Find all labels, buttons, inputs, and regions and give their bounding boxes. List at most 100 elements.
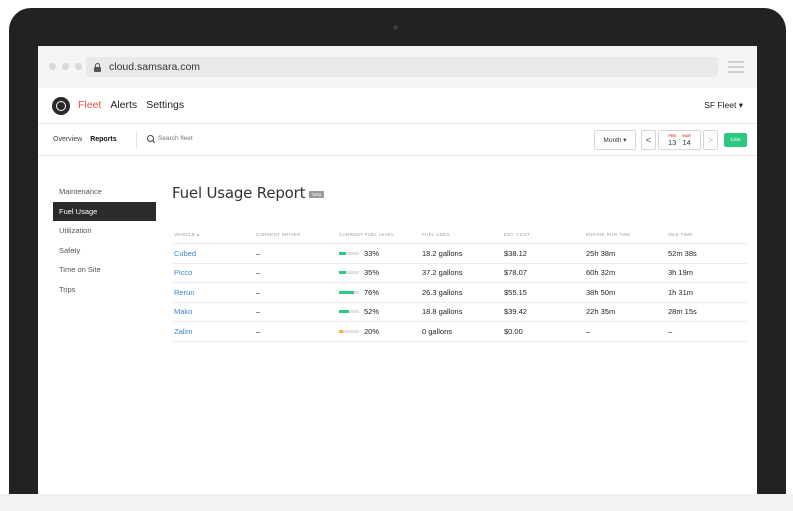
vehicle-link[interactable]: Picco	[174, 268, 193, 278]
fuel-level-text: 35%	[364, 268, 380, 278]
driver-cell: –	[256, 268, 261, 278]
sidebar-item-fuel-usage[interactable]: Fuel Usage	[53, 201, 156, 221]
nav-alerts[interactable]: Alerts	[110, 99, 138, 111]
date-range-picker[interactable]: FEB 13 - MAR 14	[658, 130, 701, 150]
browser-toolbar: cloud.samsara.com	[38, 46, 757, 88]
fuel-used-cell: 37.2 gallons	[422, 268, 463, 278]
search-box	[147, 135, 248, 142]
fuel-level-bar	[339, 310, 359, 314]
fuel-level-fill	[339, 251, 346, 255]
fuel-level-cell: 35%	[339, 264, 379, 283]
column-header-driver[interactable]: CURRENT DRIVER	[256, 232, 301, 237]
run-time-cell: –	[586, 326, 591, 336]
fuel-level-cell: 20%	[339, 322, 379, 341]
column-header-run-time[interactable]: ENGINE RUN TIME	[586, 232, 631, 237]
maximize-window-button[interactable]	[75, 63, 82, 70]
nav-settings[interactable]: Settings	[146, 99, 185, 111]
page-title: Fuel Usage Report	[172, 184, 306, 202]
table-row[interactable]: Mako – 52% 18.8 gallons $39.42 22h 35m 28m 15s	[172, 303, 748, 322]
idle-time-cell: 3h 19m	[668, 268, 694, 278]
table-row[interactable]: Rerun – 76% 26.3 gallons $55.15 38h 50m 1h 31m	[172, 283, 748, 303]
tab-reports[interactable]: Reports	[90, 136, 117, 143]
sidebar-item-safety[interactable]: Safety	[59, 245, 81, 255]
search-input[interactable]	[158, 135, 248, 142]
cost-cell: $55.15	[504, 287, 527, 297]
table-row[interactable]: Picco – 35% 37.2 gallons $78.07 60h 32m 3h 19m	[172, 264, 748, 283]
fuel-level-cell: 76%	[339, 283, 379, 302]
fuel-level-bar	[339, 329, 359, 333]
main-nav: Fleet Alerts Settings	[78, 99, 184, 111]
fuel-level-fill	[339, 329, 343, 333]
run-time-cell: 22h 35m	[586, 307, 616, 317]
cost-cell: $38.12	[504, 248, 527, 258]
column-header-idle-time[interactable]: IDLE TIME	[668, 232, 693, 237]
search-icon	[147, 135, 154, 142]
fuel-level-fill	[339, 310, 350, 314]
run-time-cell: 60h 32m	[586, 268, 616, 278]
column-header-fuel-level[interactable]: CURRENT FUEL LEVEL	[339, 232, 395, 237]
fuel-level-text: 20%	[364, 326, 380, 336]
fuel-level-cell: 52%	[339, 303, 379, 322]
live-button[interactable]: Live	[724, 133, 747, 147]
end-month: MAR	[682, 133, 691, 138]
fuel-level-fill	[339, 290, 355, 294]
fleet-selector[interactable]: SF Fleet ▾	[704, 100, 743, 110]
fuel-level-bar	[339, 251, 359, 255]
fuel-usage-table: VEHICLE ▴ CURRENT DRIVER CURRENT FUEL LE…	[172, 226, 748, 342]
fuel-level-bar	[339, 271, 359, 275]
fuel-level-text: 33%	[364, 248, 380, 258]
fuel-level-bar	[339, 290, 359, 294]
table-header-row: VEHICLE ▴ CURRENT DRIVER CURRENT FUEL LE…	[172, 226, 748, 244]
fuel-level-text: 52%	[364, 307, 380, 317]
minimize-window-button[interactable]	[62, 63, 69, 70]
close-window-button[interactable]	[49, 63, 56, 70]
sidebar-item-trips[interactable]: Trips	[59, 284, 76, 294]
report-header: Fuel Usage Report beta	[172, 184, 325, 202]
fuel-level-cell: 33%	[339, 244, 379, 263]
period-dropdown[interactable]: Month ▾	[594, 130, 636, 150]
address-bar[interactable]: cloud.samsara.com	[86, 57, 718, 77]
idle-time-cell: 52m 38s	[668, 248, 697, 258]
vehicle-link[interactable]: Mako	[174, 307, 193, 317]
fuel-used-cell: 0 gallons	[422, 326, 453, 336]
samsara-logo-icon[interactable]	[52, 97, 70, 115]
fuel-used-cell: 26.3 gallons	[422, 287, 463, 297]
cost-cell: $0.00	[504, 326, 523, 336]
window-controls	[49, 63, 82, 70]
column-header-fuel-used[interactable]: FUEL USED	[422, 232, 450, 237]
driver-cell: –	[256, 287, 261, 297]
browser-window: cloud.samsara.com Fleet Alerts Settings …	[38, 46, 757, 494]
table-row[interactable]: Cubed – 33% 18.2 gallons $38.12 25h 38m 52m 38…	[172, 244, 748, 264]
driver-cell: –	[256, 307, 261, 317]
driver-cell: –	[256, 248, 261, 258]
divider	[136, 132, 137, 148]
report-sidebar: Maintenance Fuel Usage Utilization Safet…	[53, 182, 156, 299]
table-row[interactable]: Zalim – 20% 0 gallons $0.00 – –	[172, 322, 748, 342]
sub-nav: Overview Reports Month ▾ < FEB 13 - MAR …	[38, 124, 757, 156]
start-month: FEB	[668, 133, 676, 138]
vehicle-link[interactable]: Cubed	[174, 248, 197, 258]
run-time-cell: 38h 50m	[586, 287, 616, 297]
idle-time-cell: 1h 31m	[668, 287, 694, 297]
column-header-vehicle[interactable]: VEHICLE ▴	[174, 231, 200, 237]
menu-icon[interactable]	[728, 61, 744, 73]
fuel-level-fill	[339, 271, 346, 275]
next-period-button[interactable]: >	[703, 130, 718, 150]
previous-period-button[interactable]: <	[641, 130, 656, 150]
vehicle-link[interactable]: Rerun	[174, 287, 195, 297]
sidebar-item-time-on-site[interactable]: Time on Site	[59, 265, 101, 275]
sidebar-item-maintenance[interactable]: Maintenance	[59, 187, 102, 197]
sidebar-item-utilization[interactable]: Utilization	[59, 226, 92, 236]
column-header-cost[interactable]: EST. COST	[504, 232, 530, 237]
fuel-used-cell: 18.2 gallons	[422, 248, 463, 258]
cost-cell: $39.42	[504, 307, 527, 317]
tab-overview[interactable]: Overview	[53, 136, 83, 143]
nav-fleet[interactable]: Fleet	[78, 99, 102, 111]
fuel-level-text: 76%	[364, 287, 380, 297]
fuel-used-cell: 18.8 gallons	[422, 307, 463, 317]
url-text: cloud.samsara.com	[109, 61, 201, 73]
run-time-cell: 25h 38m	[586, 248, 616, 258]
vehicle-link[interactable]: Zalim	[174, 326, 193, 336]
idle-time-cell: –	[668, 326, 673, 336]
